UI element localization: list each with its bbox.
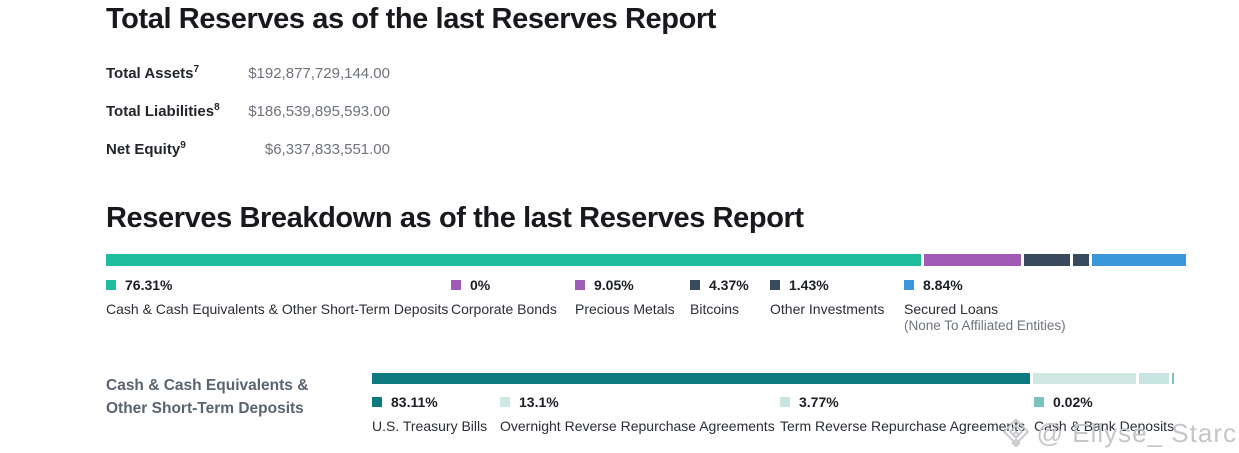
legend-item: 76.31% Cash & Cash Equivalents & Other Sh… (106, 277, 448, 317)
legend-label: U.S. Treasury Bills (372, 418, 488, 434)
bar-segment (923, 254, 1021, 266)
legend-item: 8.84% Secured Loans (None To Affiliated En… (904, 277, 1066, 333)
reserves-breakdown-title: Reserves Breakdown as of the last Reserv… (106, 202, 804, 234)
legend-label: Corporate Bonds (451, 301, 557, 317)
stat-label: Net Equity9 (106, 140, 186, 158)
legend-label: Cash & Bank Deposits (1034, 418, 1175, 434)
stat-row: Net Equity9 $6,337,833,551.00 (106, 136, 390, 159)
reserves-breakdown-legend: 76.31% Cash & Cash Equivalents & Other Sh… (106, 277, 1239, 333)
cash-section-label-line2: Other Short-Term Deposits (106, 400, 304, 417)
cash-breakdown-legend: 83.11% U.S. Treasury Bills 13.1% Overnight … (372, 394, 1174, 453)
stat-label: Total Assets7 (106, 64, 200, 82)
bar-segment (1091, 254, 1186, 266)
total-reserves-stats: Total Assets7 $192,877,729,144.00 Total Li… (106, 60, 390, 159)
legend-sublabel: (None To Affiliated Entities) (904, 318, 1066, 333)
legend-label: Other Investments (770, 301, 885, 317)
stat-value: $186,539,895,593.00 (248, 103, 390, 120)
legend-label: Bitcoins (690, 301, 740, 317)
cash-section-label-line1: Cash & Cash Equivalents & (106, 377, 309, 394)
bar-segment (1023, 254, 1071, 266)
stat-value: $192,877,729,144.00 (248, 65, 390, 82)
legend-swatch (106, 279, 116, 290)
stat-footnote: 7 (193, 64, 200, 75)
legend-item: 83.11% U.S. Treasury Bills (372, 394, 487, 434)
legend-item: 0% Corporate Bonds (451, 277, 557, 317)
stat-footnote: 9 (180, 140, 186, 151)
legend-item: 1.43% Other Investments (770, 277, 884, 317)
bar-segment (1032, 373, 1137, 384)
stat-label: Total Liabilities8 (106, 102, 220, 120)
legend-swatch (500, 396, 510, 407)
legend-swatch (690, 279, 700, 290)
legend-swatch (372, 396, 382, 407)
legend-swatch (904, 279, 914, 290)
cash-breakdown-area: 83.11% U.S. Treasury Bills 13.1% Overnight … (372, 373, 1174, 453)
legend-percent: 0% (470, 276, 491, 293)
legend-item: 3.77% Term Reverse Repurchase Agreements (780, 394, 1025, 434)
legend-label: Secured Loans (904, 301, 999, 317)
legend-item: 0.02% Cash & Bank Deposits (1034, 394, 1174, 434)
total-reserves-title: Total Reserves as of the last Reserves R… (106, 3, 717, 35)
legend-percent: 8.84% (923, 276, 963, 293)
bar-segment (1172, 373, 1174, 384)
bar-segment (1139, 373, 1169, 384)
legend-item: 9.05% Precious Metals (575, 277, 675, 317)
legend-percent: 83.11% (391, 393, 438, 410)
bar-segment (1073, 254, 1089, 266)
bar-segment (106, 254, 921, 266)
reserves-breakdown-bar (106, 254, 1186, 266)
legend-label: Overnight Reverse Repurchase Agreements (500, 418, 775, 434)
legend-percent: 9.05% (594, 276, 634, 293)
legend-percent: 13.1% (519, 393, 559, 410)
cash-section-label: Cash & Cash Equivalents & Other Short-Te… (106, 373, 372, 453)
bar-segment (372, 373, 1030, 384)
legend-swatch (770, 279, 780, 290)
legend-label: Precious Metals (575, 301, 675, 317)
legend-percent: 1.43% (789, 276, 829, 293)
cash-breakdown-bar (372, 373, 1174, 384)
legend-percent: 3.77% (799, 393, 839, 410)
cash-equivalents-section: Cash & Cash Equivalents & Other Short-Te… (106, 373, 1239, 453)
legend-item: 13.1% Overnight Reverse Repurchase Agreem… (500, 394, 775, 434)
legend-label: Cash & Cash Equivalents & Other Short-Te… (106, 301, 449, 317)
legend-swatch (575, 279, 585, 290)
stat-footnote: 8 (214, 102, 220, 113)
legend-label: Term Reverse Repurchase Agreements (780, 418, 1026, 434)
legend-percent: 4.37% (709, 276, 749, 293)
stat-row: Total Liabilities8 $186,539,895,593.00 (106, 98, 390, 121)
legend-swatch (1034, 396, 1044, 407)
legend-percent: 0.02% (1053, 393, 1093, 410)
legend-swatch (451, 279, 461, 290)
stat-row: Total Assets7 $192,877,729,144.00 (106, 60, 390, 83)
legend-percent: 76.31% (125, 276, 173, 293)
legend-swatch (780, 396, 790, 407)
stat-value: $6,337,833,551.00 (264, 141, 390, 158)
legend-item: 4.37% Bitcoins (690, 277, 749, 317)
